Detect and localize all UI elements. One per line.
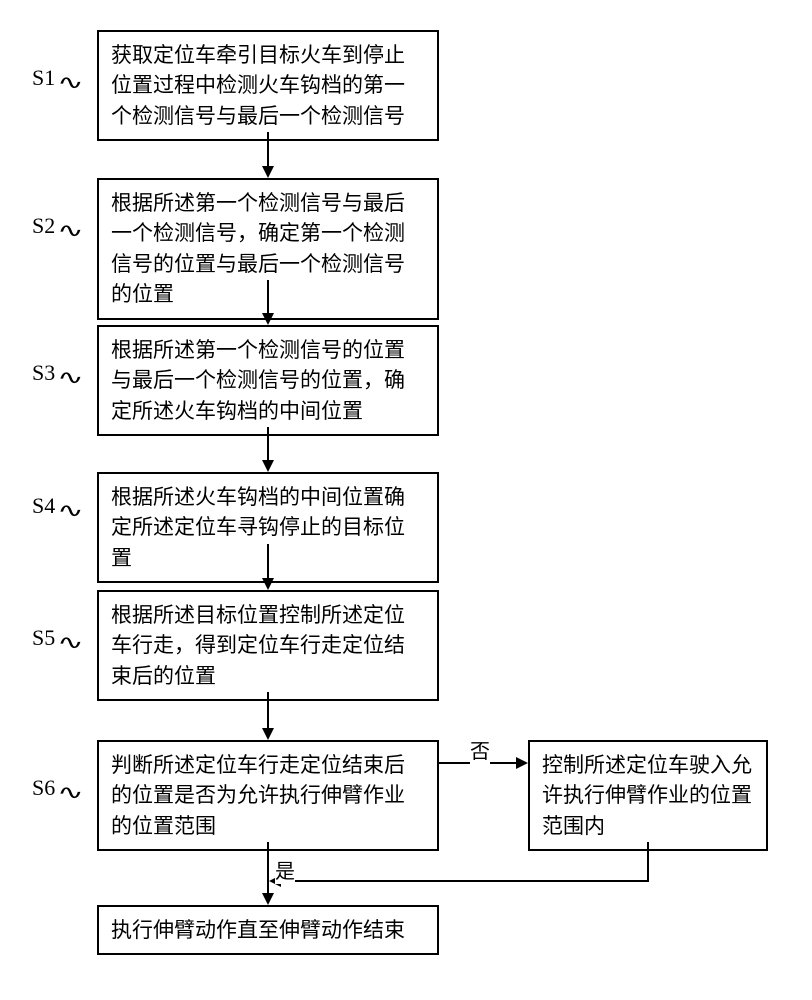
edge-s4-s5 xyxy=(267,544,269,578)
tilde-s2: ∿ xyxy=(57,218,84,243)
flowchart-container: S1 ∿ 获取定位车牵引目标火车到停止位置过程中检测火车钩档的第一个检测信号与最… xyxy=(0,0,812,1000)
node-end: 执行伸臂动作直至伸臂动作结束 xyxy=(97,905,439,955)
edge-s2-s3 xyxy=(267,280,269,313)
arrowhead-s3-s4 xyxy=(262,460,274,472)
node-s5: 根据所述目标位置控制所述定位车行走，得到定位车行走定位结束后的位置 xyxy=(97,590,439,701)
tilde-s3: ∿ xyxy=(57,365,84,390)
node-s6: 判断所述定位车行走定位结束后的位置是否为允许执行伸臂作业的位置范围 xyxy=(97,740,439,851)
edge-no-return-v xyxy=(647,842,649,882)
edge-s3-s4 xyxy=(267,427,269,460)
tilde-s5: ∿ xyxy=(57,630,84,655)
node-s1: 获取定位车牵引目标火车到停止位置过程中检测火车钩档的第一个检测信号与最后一个检测… xyxy=(97,30,439,141)
step-label-s2: S2 xyxy=(32,213,55,239)
node-no-branch: 控制所述定位车驶入允许执行伸臂作业的位置范围内 xyxy=(528,740,768,851)
tilde-s1: ∿ xyxy=(57,70,84,95)
edge-no-return-h xyxy=(281,880,649,882)
tilde-s6: ∿ xyxy=(57,780,84,805)
arrowhead-s6-yes xyxy=(262,893,274,905)
arrowhead-s5-s6 xyxy=(262,728,274,740)
arrowhead-s1-s2 xyxy=(262,166,274,178)
step-label-s4: S4 xyxy=(32,493,55,519)
edge-label-no: 否 xyxy=(470,735,490,764)
arrowhead-s4-s5 xyxy=(262,578,274,590)
step-label-s1: S1 xyxy=(32,65,55,91)
edge-s6-yes xyxy=(267,842,269,893)
step-label-s6: S6 xyxy=(32,775,55,801)
tilde-s4: ∿ xyxy=(57,498,84,523)
node-s3: 根据所述第一个检测信号的位置与最后一个检测信号的位置，确定所述火车钩档的中间位置 xyxy=(97,325,439,436)
step-label-s5: S5 xyxy=(32,625,55,651)
edge-s5-s6 xyxy=(267,692,269,728)
arrowhead-s6-no xyxy=(516,757,528,769)
arrowhead-s2-s3 xyxy=(262,313,274,325)
edge-label-yes: 是 xyxy=(275,855,295,884)
edge-s1-s2 xyxy=(267,132,269,166)
step-label-s3: S3 xyxy=(32,360,55,386)
